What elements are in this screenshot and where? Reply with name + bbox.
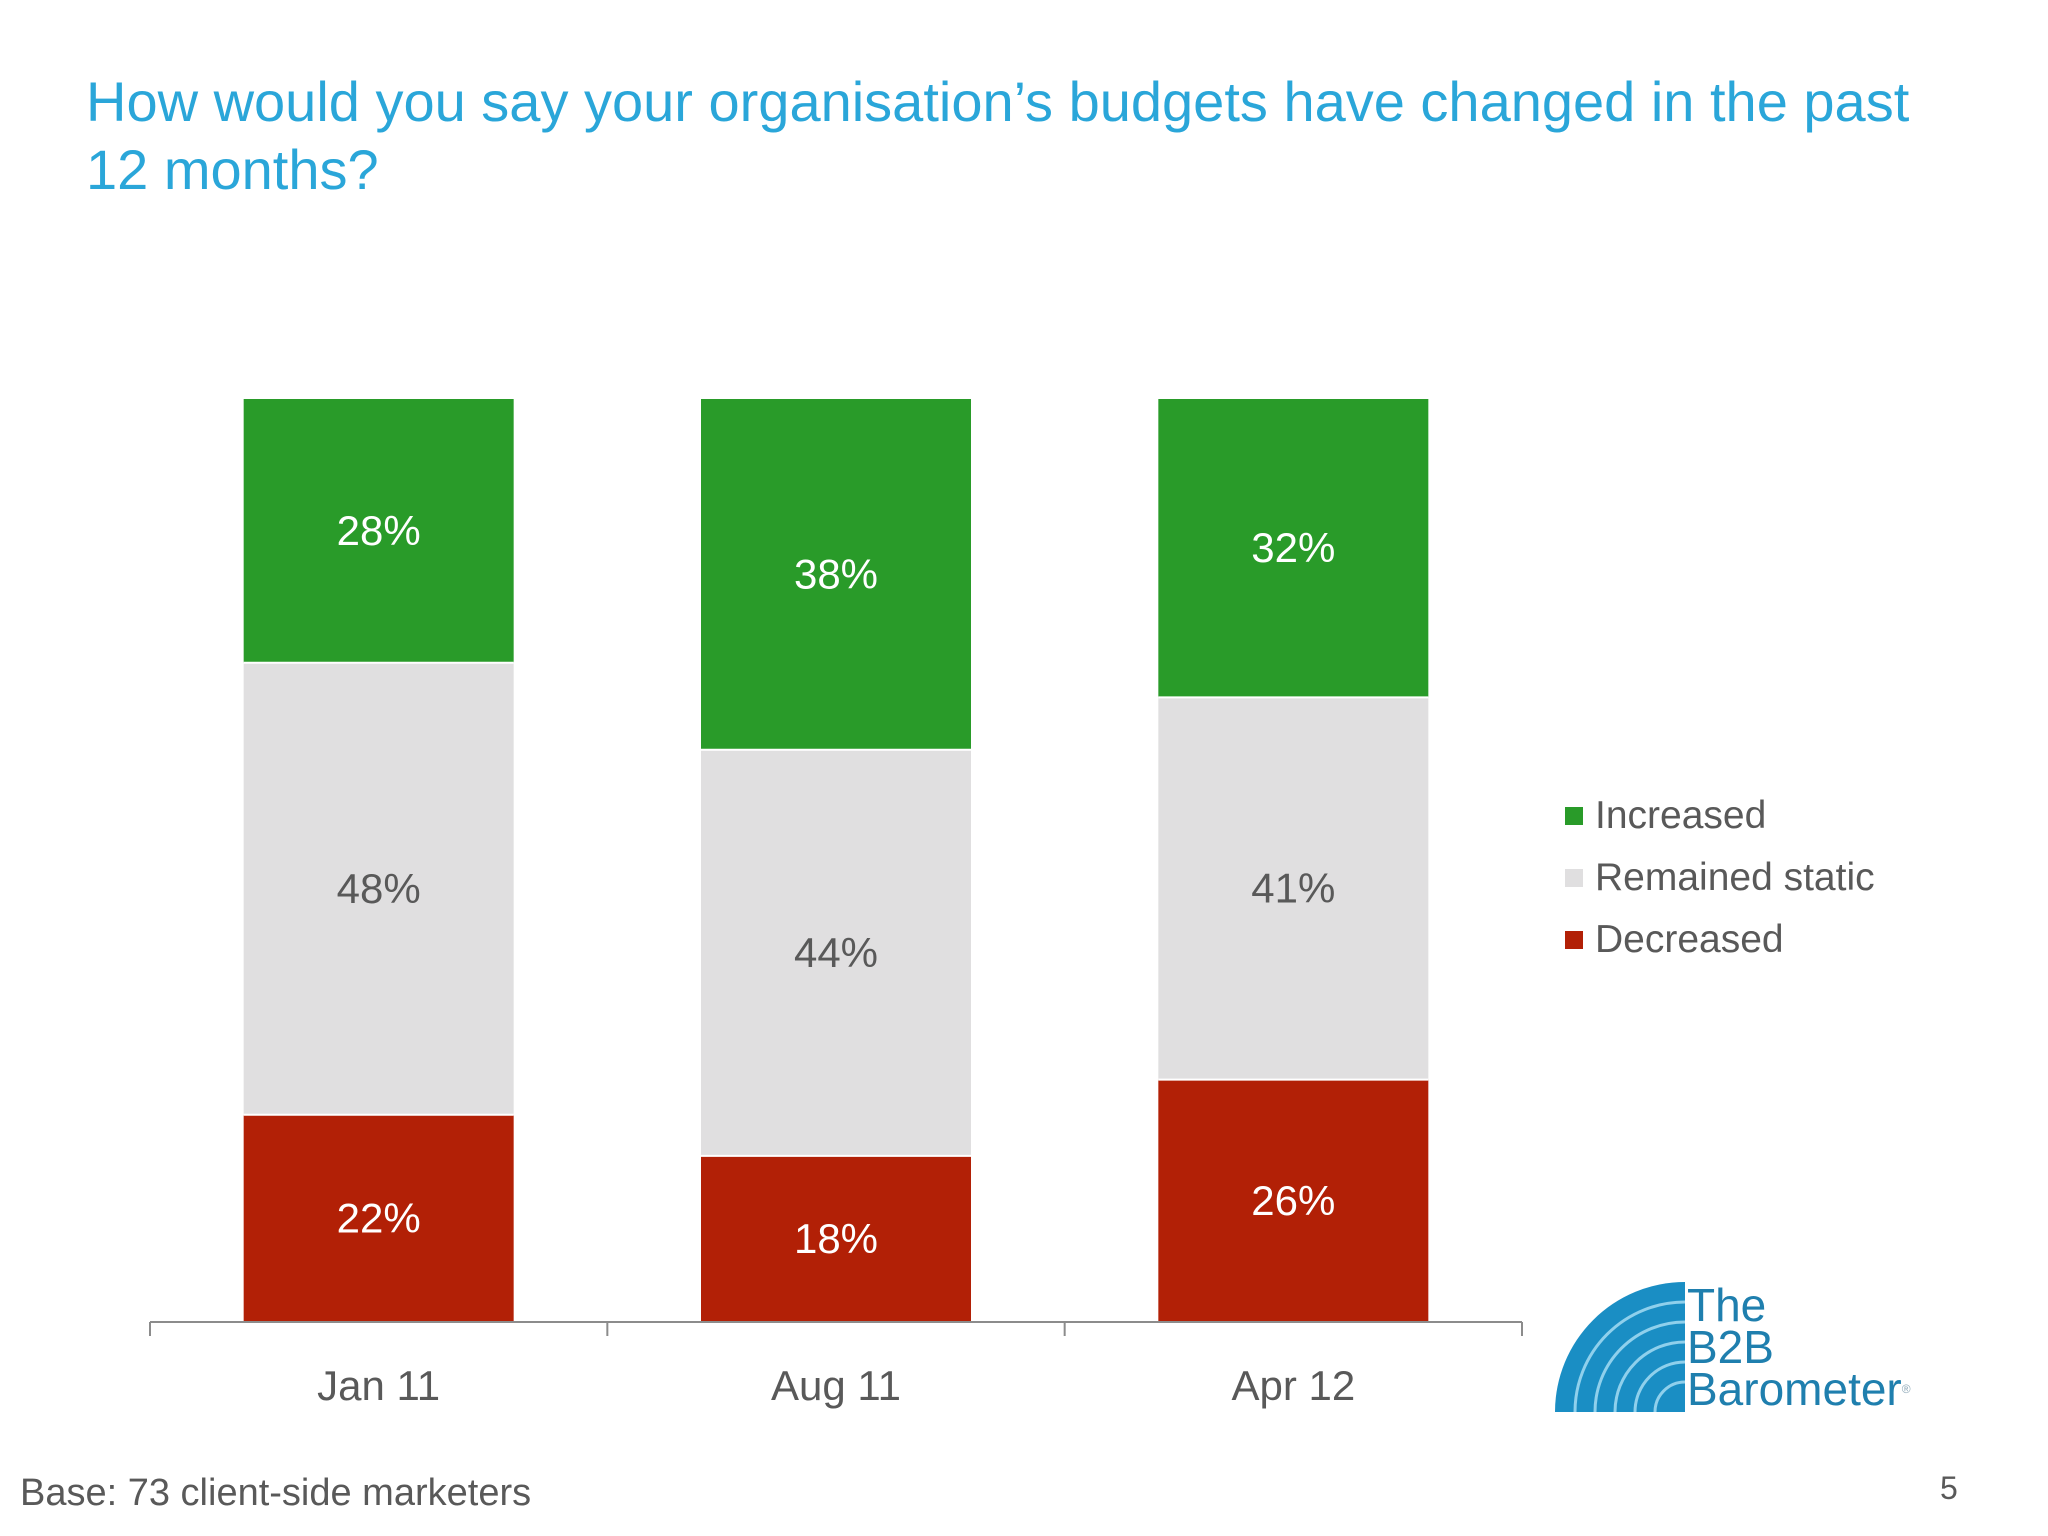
legend-item-increased: Increased [1565,785,1875,847]
bar-increased-1 [701,399,971,750]
x-tick-label-1: Aug 11 [771,1362,901,1409]
bar-increased-2 [1158,399,1429,698]
stacked-bar-chart: 22% 48% 28% Jan 11 18% 44% 38% Aug 11 26% 41% 32% A… [149,399,1523,1409]
legend-swatch-remained-static [1565,869,1583,887]
legend-item-remained-static: Remained static [1565,847,1875,909]
base-footnote: Base: 73 client-side marketers [20,1472,532,1514]
legend-label-increased: Increased [1595,794,1767,837]
logo-registered-mark: ® [1901,1382,1911,1396]
logo-text-barometer-word: Barometer [1687,1363,1902,1415]
logo-text-the: The [1687,1279,1767,1331]
x-tick-label-2: Apr 12 [1231,1362,1355,1409]
data-label-increased-2: 32% [1251,524,1335,571]
barometer-arcs-icon [1555,1282,1686,1412]
data-label-remained-static-0: 48% [337,865,421,912]
bar-increased-0 [243,399,514,663]
legend-item-decreased: Decreased [1565,909,1875,971]
page-number: 5 [1940,1470,1958,1506]
data-label-remained-static-2: 41% [1251,864,1335,911]
slide-title: How would you say your organisation’s bu… [86,70,1910,201]
data-label-increased-0: 28% [337,507,421,554]
logo-text: The B2B Barometer® [1687,1279,1911,1412]
legend-label-decreased: Decreased [1595,918,1784,961]
bar-remained-static-1 [701,749,971,1156]
logo-text-barometer: Barometer® [1687,1366,1911,1412]
bar-decreased-2 [1158,1079,1429,1322]
legend-label-remained-static: Remained static [1595,856,1875,899]
legend-swatch-increased [1565,807,1583,825]
b2b-barometer-logo: The B2B Barometer® [1555,1282,1955,1422]
data-label-decreased-1: 18% [794,1215,878,1262]
bar-decreased-1 [701,1155,971,1322]
chart-legend: Increased Remained static Decreased [1565,785,1875,971]
data-label-decreased-0: 22% [337,1194,421,1241]
data-label-decreased-2: 26% [1251,1177,1335,1224]
bar-remained-static-2 [1158,697,1429,1080]
legend-swatch-decreased [1565,931,1583,949]
logo-text-b2b: B2B [1687,1321,1774,1373]
bar-remained-static-0 [243,662,514,1115]
data-label-increased-1: 38% [794,550,878,597]
data-label-remained-static-1: 44% [794,929,878,976]
bar-decreased-0 [243,1114,514,1322]
x-tick-label-0: Jan 11 [317,1362,440,1409]
